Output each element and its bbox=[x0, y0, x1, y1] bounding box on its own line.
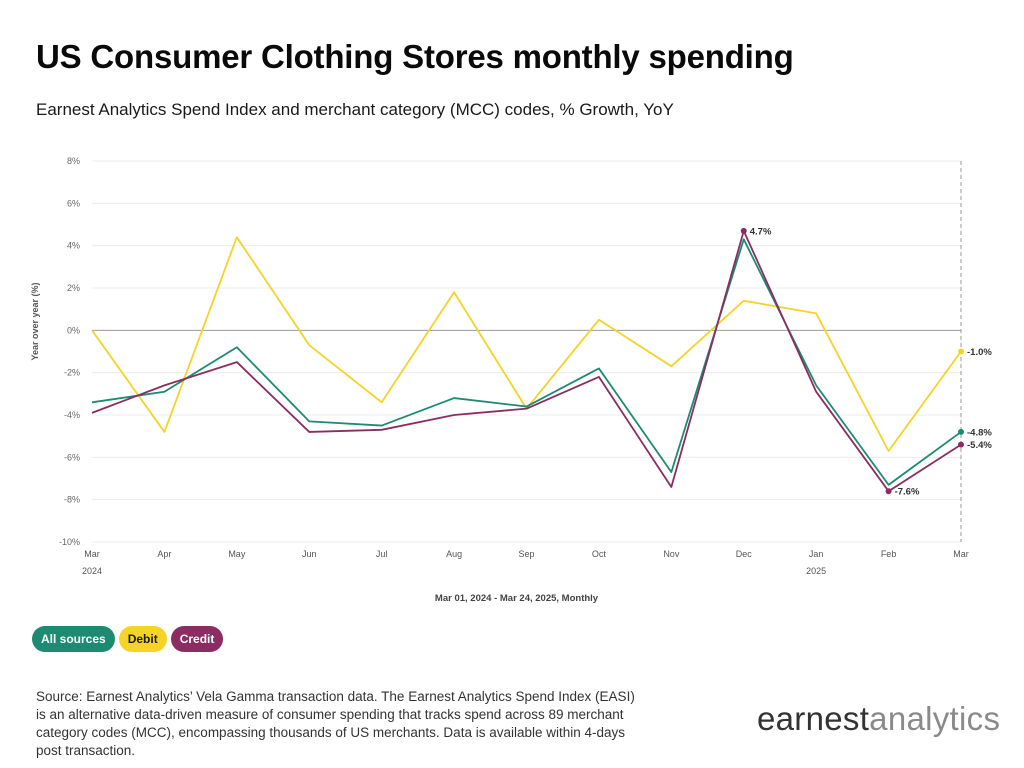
legend-all-sources-button[interactable]: All sources bbox=[32, 626, 115, 652]
x-year-label: 2024 bbox=[82, 566, 102, 576]
end-point-all-sources bbox=[958, 428, 964, 435]
x-tick-label: Jul bbox=[376, 549, 388, 559]
end-label-debit: -1.0% bbox=[967, 347, 992, 358]
y-axis-title: Year over year (%) bbox=[30, 282, 40, 360]
end-label-credit: -5.4% bbox=[967, 440, 992, 451]
x-tick-label: Nov bbox=[663, 549, 680, 559]
annotation-label: 4.7% bbox=[750, 226, 772, 237]
end-label-all-sources: -4.8% bbox=[967, 427, 992, 438]
end-point-debit bbox=[958, 348, 964, 355]
annotation-point bbox=[885, 488, 892, 495]
series-line-all-sources bbox=[91, 238, 962, 486]
x-tick-label: Oct bbox=[592, 549, 607, 559]
x-tick-label: Jan bbox=[809, 549, 824, 559]
y-tick-label: 6% bbox=[67, 198, 80, 208]
y-tick-label: -2% bbox=[64, 368, 80, 378]
x-axis-title: Mar 01, 2024 - Mar 24, 2025, Monthly bbox=[435, 593, 599, 604]
x-tick-label: Dec bbox=[736, 549, 753, 559]
y-tick-label: 8% bbox=[67, 156, 80, 166]
earnest-analytics-logo: earnestanalytics bbox=[757, 700, 1000, 738]
source-note: Source: Earnest Analytics’ Vela Gamma tr… bbox=[36, 689, 635, 758]
y-tick-label: 4% bbox=[67, 241, 80, 251]
x-year-label: 2025 bbox=[806, 566, 826, 576]
legend: All sources Debit Credit bbox=[32, 626, 224, 652]
y-tick-label: -4% bbox=[64, 410, 80, 420]
chart-title: US Consumer Clothing Stores monthly spen… bbox=[36, 38, 794, 75]
x-tick-label: Apr bbox=[157, 549, 171, 559]
x-tick-label: Sep bbox=[518, 549, 534, 559]
x-tick-label: Mar bbox=[84, 549, 100, 559]
annotation-point bbox=[740, 227, 747, 234]
end-point-credit bbox=[958, 441, 964, 448]
logo-word-earnest: earnest bbox=[757, 700, 870, 737]
series-line-debit bbox=[91, 236, 962, 452]
x-tick-label: May bbox=[228, 549, 246, 559]
x-tick-label: Mar bbox=[953, 549, 969, 559]
logo-word-analytics: analytics bbox=[869, 700, 1001, 737]
x-tick-label: Aug bbox=[446, 549, 462, 559]
annotation-label: -7.6% bbox=[895, 487, 920, 498]
legend-credit-button[interactable]: Credit bbox=[170, 626, 224, 652]
x-tick-label: Feb bbox=[881, 549, 897, 559]
y-tick-label: 2% bbox=[67, 283, 80, 293]
y-tick-label: -10% bbox=[59, 537, 80, 547]
x-tick-label: Jun bbox=[302, 549, 317, 559]
legend-debit-button[interactable]: Debit bbox=[118, 626, 167, 652]
y-tick-label: -8% bbox=[64, 495, 80, 505]
line-chart: 8% 6% 4% 2% 0% -2% -4% -6% -8% -10% Mar Apr May Jun Ju… bbox=[30, 156, 992, 604]
series-line-credit bbox=[91, 229, 962, 493]
y-tick-label: -6% bbox=[64, 452, 80, 462]
chart-subtitle: Earnest Analytics Spend Index and mercha… bbox=[36, 100, 674, 119]
y-tick-label: 0% bbox=[67, 325, 80, 335]
